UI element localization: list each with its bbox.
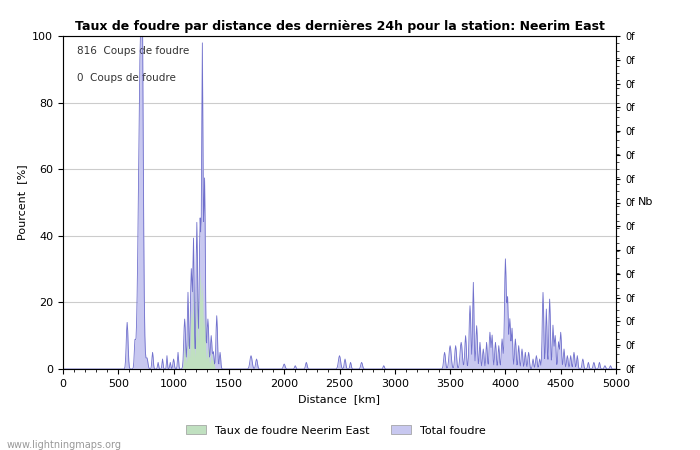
Text: 816  Coups de foudre: 816 Coups de foudre [77,46,189,56]
Legend: Taux de foudre Neerim East, Total foudre: Taux de foudre Neerim East, Total foudre [181,421,491,440]
Title: Taux de foudre par distance des dernières 24h pour la station: Neerim East: Taux de foudre par distance des dernière… [75,20,604,33]
Text: 0  Coups de foudre: 0 Coups de foudre [77,72,176,83]
Y-axis label: Nb: Nb [638,198,653,207]
Text: www.lightningmaps.org: www.lightningmaps.org [7,440,122,450]
X-axis label: Distance  [km]: Distance [km] [298,394,381,404]
Y-axis label: Pourcent  [%]: Pourcent [%] [17,165,27,240]
